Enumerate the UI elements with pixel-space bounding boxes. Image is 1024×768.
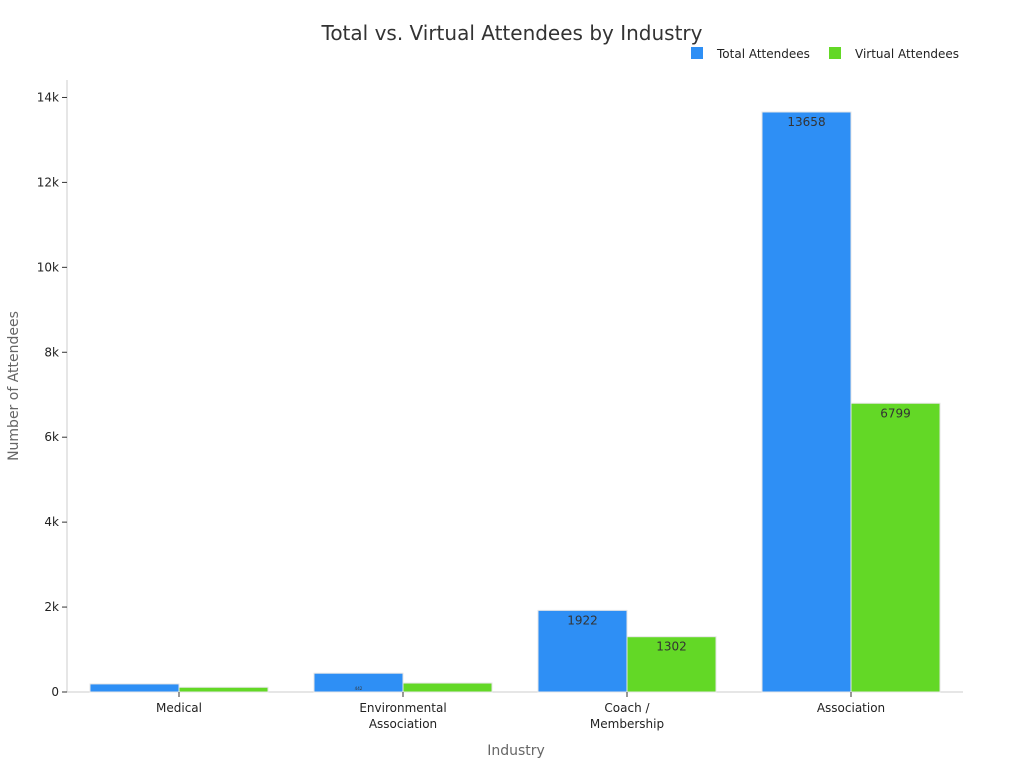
x-tick-label: Medical bbox=[156, 701, 202, 715]
x-tick-label: Environmental bbox=[359, 701, 446, 715]
y-tick-label: 14k bbox=[37, 90, 59, 104]
y-tick-label: 4k bbox=[44, 515, 59, 529]
bars: 442 1922 1302 13658 6799 bbox=[89, 111, 941, 693]
y-tick-label: 2k bbox=[44, 600, 59, 614]
chart-title: Total vs. Virtual Attendees by Industry bbox=[321, 21, 703, 45]
legend: Total Attendees Virtual Attendees bbox=[691, 47, 959, 61]
bar-total bbox=[89, 683, 180, 693]
y-tick-label: 12k bbox=[37, 175, 59, 189]
bar-virtual bbox=[850, 402, 941, 693]
y-tick-label: 6k bbox=[44, 430, 59, 444]
legend-label-virtual: Virtual Attendees bbox=[855, 47, 959, 61]
legend-swatch-virtual bbox=[829, 47, 841, 59]
bar-label-total: 13658 bbox=[787, 115, 825, 129]
x-tick-label: Coach / bbox=[604, 701, 650, 715]
x-tick-label: Association bbox=[369, 717, 437, 731]
y-ticks: 0 2k 4k 6k 8k 10k 12k 14k bbox=[37, 90, 67, 699]
bar-virtual bbox=[178, 686, 269, 693]
x-axis-title: Industry bbox=[487, 743, 545, 759]
y-tick-label: 10k bbox=[37, 260, 59, 274]
x-ticks: Medical Environmental Association Coach / Me… bbox=[156, 692, 885, 731]
legend-swatch-total bbox=[691, 47, 703, 59]
bar-label-virtual: 6799 bbox=[880, 406, 911, 420]
bar-virtual bbox=[626, 636, 717, 693]
x-tick-label: Association bbox=[817, 701, 885, 715]
legend-label-total: Total Attendees bbox=[716, 47, 810, 61]
x-tick-label: Membership bbox=[590, 717, 664, 731]
bar-total bbox=[537, 609, 628, 693]
y-axis-title: Number of Attendees bbox=[6, 311, 22, 461]
y-tick-label: 8k bbox=[44, 345, 59, 359]
bar-label-total: 442 bbox=[355, 686, 363, 691]
y-tick-label: 0 bbox=[51, 685, 59, 699]
bar-total bbox=[761, 111, 852, 693]
bar-label-virtual: 1302 bbox=[656, 640, 687, 654]
bar-virtual bbox=[402, 682, 493, 693]
bar-label-total: 1922 bbox=[567, 613, 598, 627]
